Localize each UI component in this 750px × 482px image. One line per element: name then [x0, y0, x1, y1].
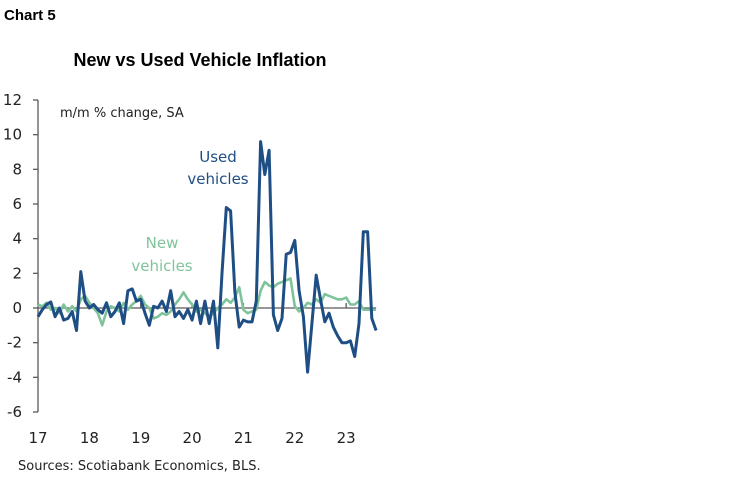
- y-tick-label: 0: [12, 299, 22, 317]
- x-tick-label: 20: [183, 429, 202, 447]
- x-tick-label: 21: [234, 429, 253, 447]
- axes: -6 -4 -2 0 2 4 6 8 10 12 17 18 19 20 21 22 23: [3, 91, 377, 447]
- y-tick-label: 12: [3, 91, 22, 109]
- x-tick-label: 18: [80, 429, 99, 447]
- series-labels: Used vehicles New vehicles: [131, 148, 248, 275]
- y-tick-label: -4: [7, 368, 22, 386]
- new-label-line-1: New: [146, 234, 179, 252]
- series-lines: [36, 140, 378, 374]
- used-vehicles-line: [36, 140, 378, 374]
- y-tick-label: 8: [12, 160, 22, 178]
- y-tick-label: -6: [7, 403, 22, 421]
- y-tick-label: 10: [3, 126, 22, 144]
- y-tick-label: -2: [7, 334, 22, 352]
- chart-title: New vs Used Vehicle Inflation: [73, 50, 326, 70]
- x-tick-label: 23: [337, 429, 356, 447]
- chart-label: Chart 5: [4, 7, 56, 24]
- chart-subtitle: m/m % change, SA: [60, 106, 184, 121]
- x-tick-label: 22: [285, 429, 304, 447]
- x-tick-label: 19: [131, 429, 150, 447]
- new-label-line-2: vehicles: [131, 257, 192, 275]
- y-tick-label: 4: [12, 230, 22, 248]
- y-tick-label: 2: [12, 264, 22, 282]
- source-note: Sources: Scotiabank Economics, BLS.: [18, 459, 261, 474]
- x-tick-label: 17: [28, 429, 47, 447]
- y-tick-label: 6: [12, 195, 22, 213]
- used-label-line-1: Used: [199, 148, 237, 166]
- used-label-line-2: vehicles: [187, 170, 248, 188]
